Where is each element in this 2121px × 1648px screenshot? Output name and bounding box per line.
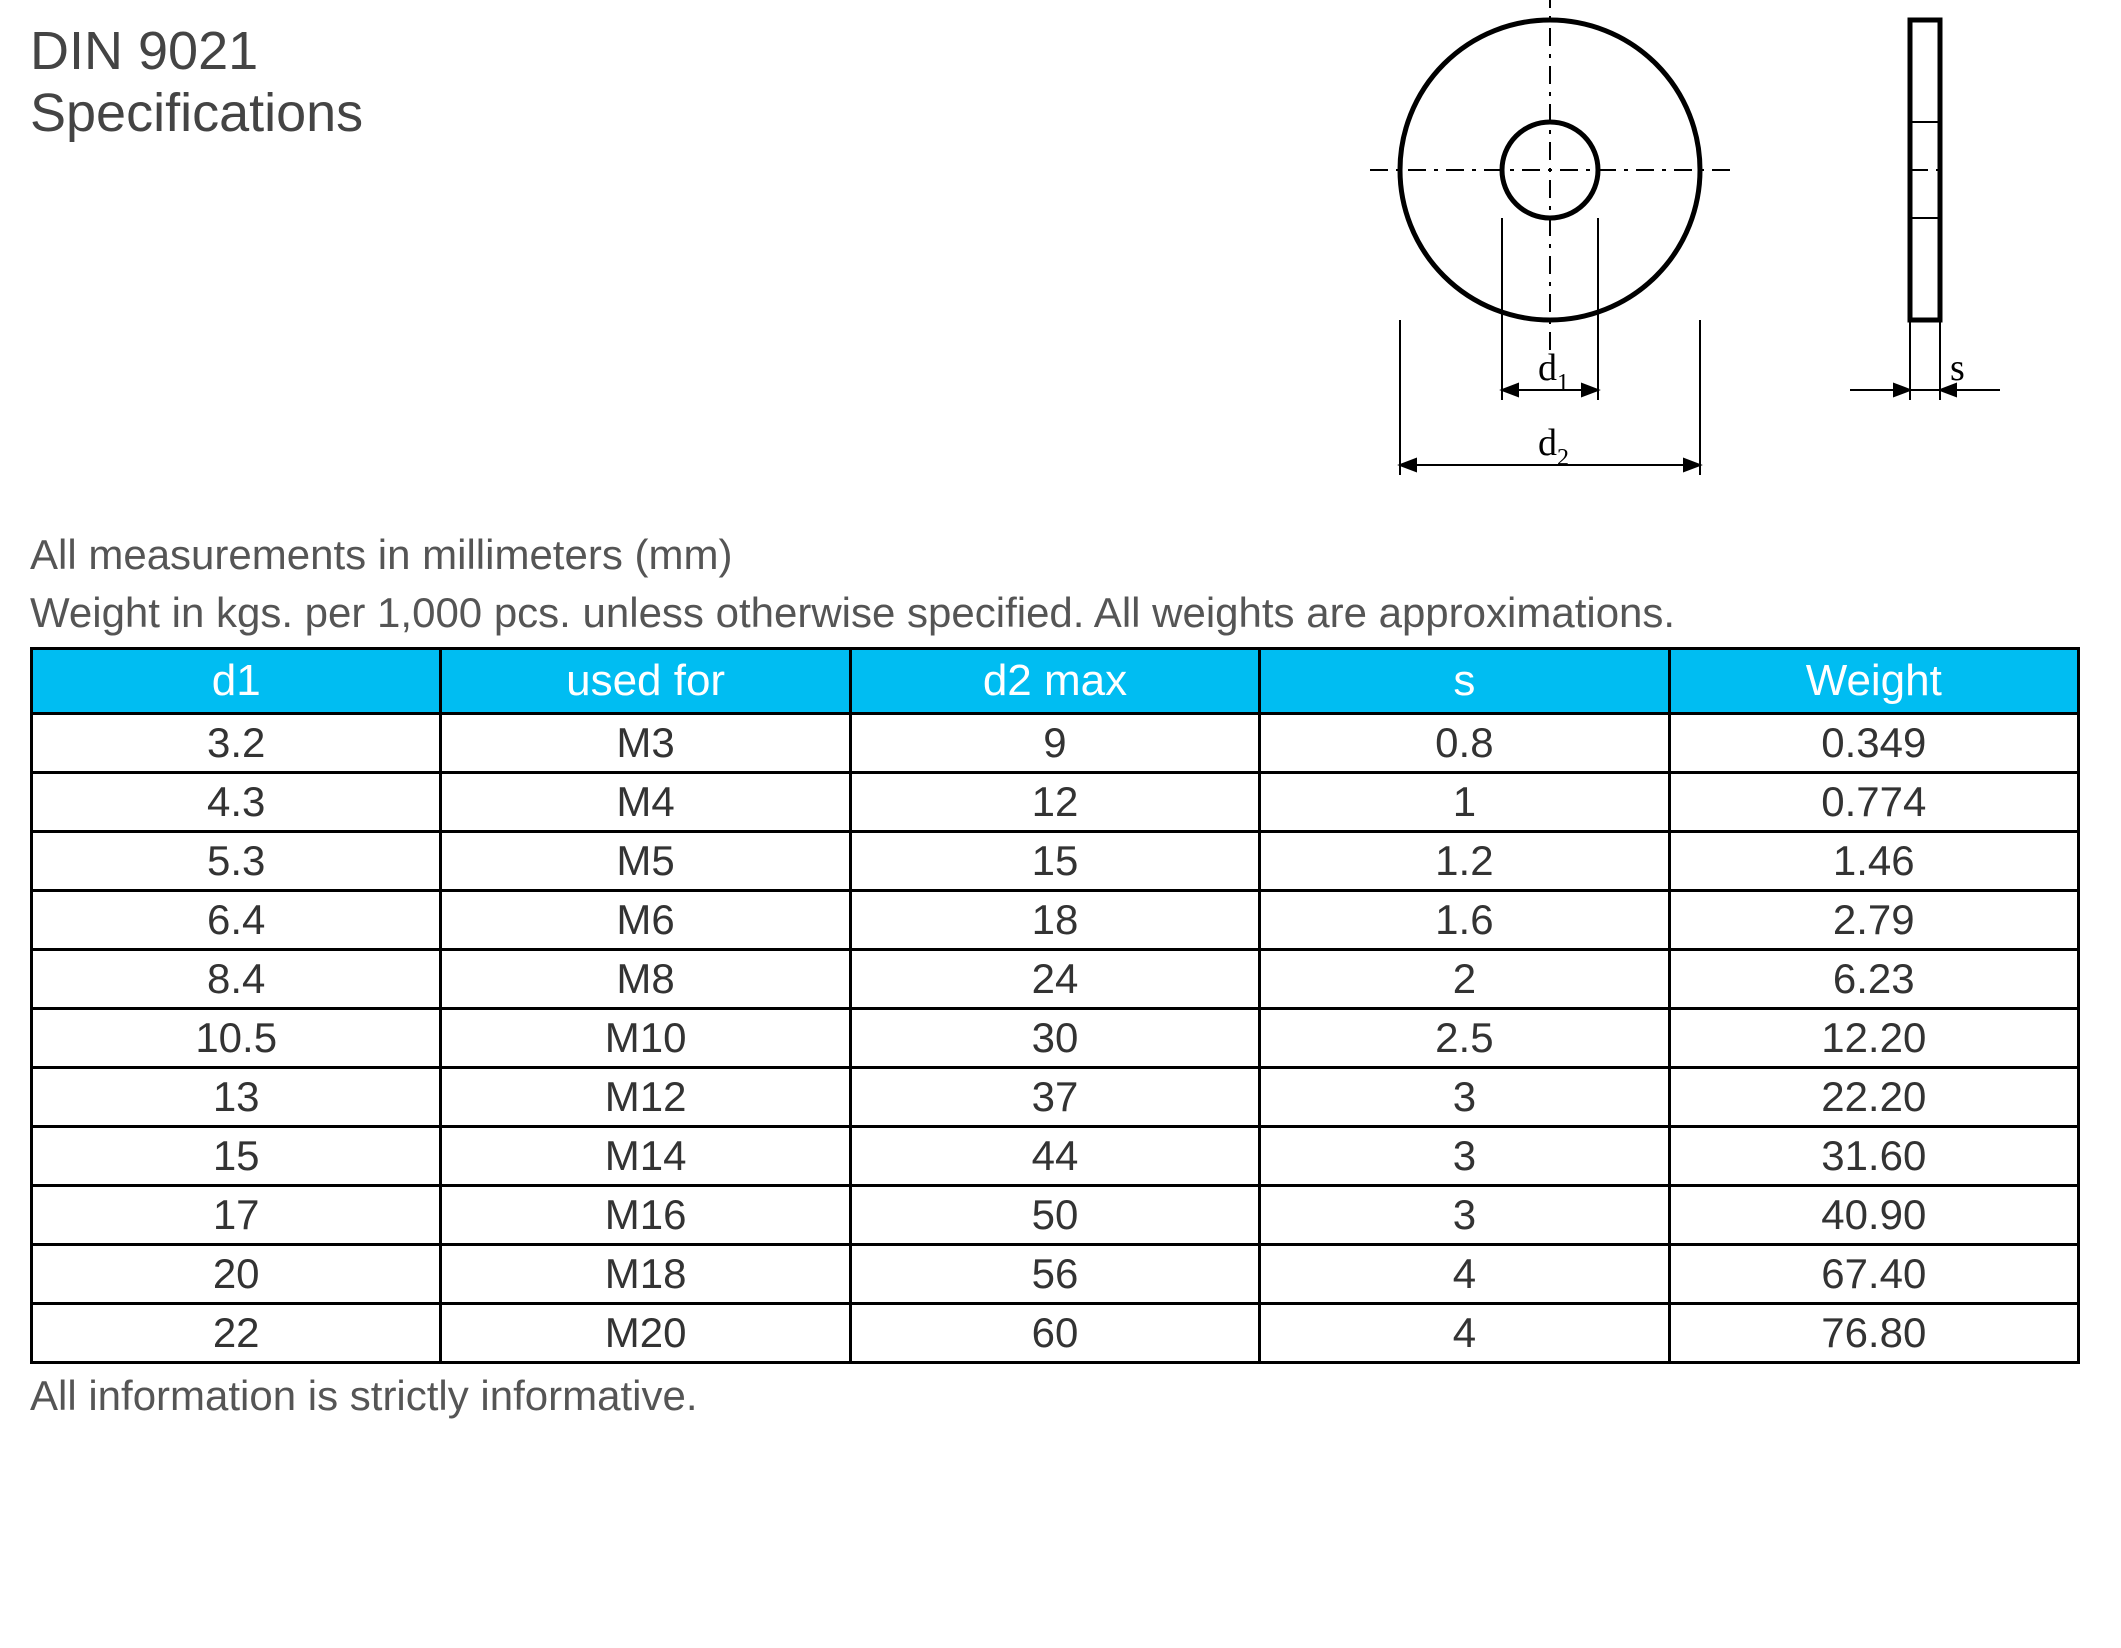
table-cell: M14 [441,1127,850,1186]
table-cell: 4 [1260,1304,1669,1363]
table-cell: 56 [850,1245,1259,1304]
table-cell: 6.4 [32,891,441,950]
table-cell: 18 [850,891,1259,950]
table-cell: 30 [850,1009,1259,1068]
table-cell: 6.23 [1669,950,2078,1009]
table-row: 20M1856467.40 [32,1245,2079,1304]
table-cell: M12 [441,1068,850,1127]
table-cell: 13 [32,1068,441,1127]
table-cell: M20 [441,1304,850,1363]
table-row: 3.2M390.80.349 [32,714,2079,773]
col-header: d1 [32,649,441,714]
table-row: 5.3M5151.21.46 [32,832,2079,891]
footer-note: All information is strictly informative. [30,1372,2090,1420]
page-title: DIN 9021 Specifications [30,20,490,144]
table-cell: 0.349 [1669,714,2078,773]
d1-label: d [1538,347,1557,389]
washer-diagram: d1 d2 [1350,0,2090,525]
table-cell: 40.90 [1669,1186,2078,1245]
col-header: d2 max [850,649,1259,714]
table-cell: 44 [850,1127,1259,1186]
table-row: 8.4M82426.23 [32,950,2079,1009]
table-cell: 0.774 [1669,773,2078,832]
note-measurements: All measurements in millimeters (mm) [30,531,2090,579]
table-cell: 37 [850,1068,1259,1127]
col-header: s [1260,649,1669,714]
spec-table: d1used ford2 maxsWeight 3.2M390.80.3494.… [30,647,2080,1364]
table-cell: 24 [850,950,1259,1009]
d2-sub: 2 [1557,445,1569,471]
table-cell: 12.20 [1669,1009,2078,1068]
table-row: 22M2060476.80 [32,1304,2079,1363]
table-cell: 67.40 [1669,1245,2078,1304]
table-cell: 3 [1260,1186,1669,1245]
svg-text:d2: d2 [1538,422,1569,471]
note-weight: Weight in kgs. per 1,000 pcs. unless oth… [30,589,2090,637]
table-cell: 1 [1260,773,1669,832]
table-cell: 22.20 [1669,1068,2078,1127]
table-cell: 2.5 [1260,1009,1669,1068]
table-cell: 15 [850,832,1259,891]
table-cell: M8 [441,950,850,1009]
table-cell: M18 [441,1245,850,1304]
table-cell: 0.8 [1260,714,1669,773]
table-cell: M6 [441,891,850,950]
table-row: 4.3M41210.774 [32,773,2079,832]
table-cell: 76.80 [1669,1304,2078,1363]
table-cell: 12 [850,773,1259,832]
table-cell: 9 [850,714,1259,773]
s-label: s [1950,347,1965,389]
table-cell: M3 [441,714,850,773]
svg-text:d1: d1 [1538,347,1569,396]
table-cell: 3 [1260,1127,1669,1186]
table-cell: 60 [850,1304,1259,1363]
table-cell: 22 [32,1304,441,1363]
table-cell: 3 [1260,1068,1669,1127]
table-cell: 50 [850,1186,1259,1245]
table-cell: 15 [32,1127,441,1186]
table-cell: M4 [441,773,850,832]
table-cell: M16 [441,1186,850,1245]
table-cell: 8.4 [32,950,441,1009]
table-cell: 20 [32,1245,441,1304]
table-cell: 4.3 [32,773,441,832]
table-cell: 31.60 [1669,1127,2078,1186]
table-cell: 1.46 [1669,832,2078,891]
table-cell: 17 [32,1186,441,1245]
table-row: 13M1237322.20 [32,1068,2079,1127]
table-row: 17M1650340.90 [32,1186,2079,1245]
table-cell: 2.79 [1669,891,2078,950]
table-cell: 3.2 [32,714,441,773]
table-cell: M5 [441,832,850,891]
table-row: 10.5M10302.512.20 [32,1009,2079,1068]
table-cell: 5.3 [32,832,441,891]
table-cell: 4 [1260,1245,1669,1304]
table-row: 15M1444331.60 [32,1127,2079,1186]
table-cell: 10.5 [32,1009,441,1068]
table-cell: 1.2 [1260,832,1669,891]
col-header: Weight [1669,649,2078,714]
d2-label: d [1538,422,1557,464]
table-cell: M10 [441,1009,850,1068]
d1-sub: 1 [1557,370,1569,396]
table-row: 6.4M6181.62.79 [32,891,2079,950]
table-cell: 2 [1260,950,1669,1009]
table-cell: 1.6 [1260,891,1669,950]
col-header: used for [441,649,850,714]
